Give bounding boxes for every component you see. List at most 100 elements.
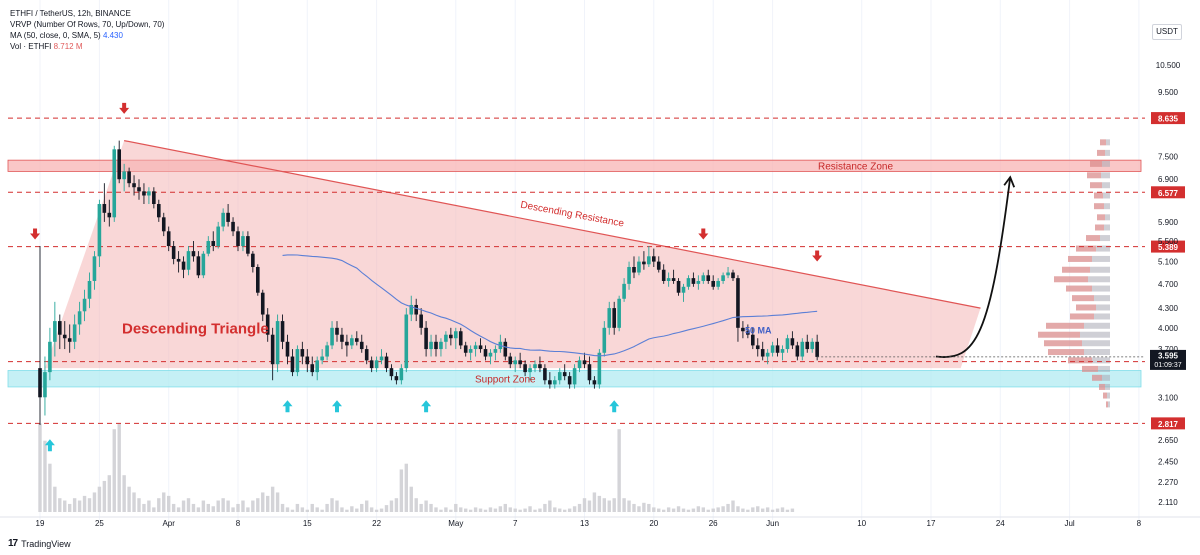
y-tick-label: 2.450 [1158,457,1179,466]
candle-body [97,204,102,257]
vrvp-line[interactable]: VRVP (Number Of Rows, 70, Up/Down, 70) [10,20,165,29]
y-tick-label: 9.500 [1158,88,1179,97]
level-tag [1151,240,1185,253]
volume-bar [434,507,438,512]
volume-bar [508,507,512,512]
volume-bar [548,500,552,512]
candle-body [384,356,389,369]
volume-bar [82,495,87,512]
volume-bar [454,503,458,512]
candle-body [335,327,339,335]
x-tick-label: 26 [709,519,718,528]
vrvp-up-bar [1105,214,1110,221]
volume-bar [558,508,562,512]
candle-body [186,251,191,270]
vrvp-up-bar [1096,245,1110,252]
vrvp-up-bar [1084,349,1110,356]
candle-body [548,380,552,385]
candle-body [543,368,547,381]
candle-body [147,191,151,196]
vrvp-down-bar [1086,235,1100,242]
candle-body [137,187,141,192]
volume-bar [597,495,602,512]
candle-body [652,256,656,262]
candle-body [562,372,567,377]
candle-body [107,212,112,218]
volume-bar [320,509,324,512]
candle-body [800,341,805,357]
candle-body [577,360,582,369]
volume-bar [360,503,364,512]
volume-bar [765,507,770,512]
volume-bar [473,507,478,512]
brand-label[interactable]: TradingView [21,538,71,549]
y-tick-label: 2.270 [1158,478,1179,487]
candle-body [622,283,626,299]
vol-line[interactable]: Vol · ETHFI 8.712 M [10,41,164,52]
vrvp-up-bar [1092,285,1110,292]
candle-body [483,349,488,357]
volume-bar [157,498,161,512]
vrvp-down-bar [1103,392,1107,399]
candle-body [246,236,250,254]
candle-body [310,364,315,373]
candle-body [359,341,364,350]
volume-bar [112,429,116,512]
price-axis: 10.500 9.500 7.500 6.900 5.900 5.500 5.100 4.70… [817,61,1186,507]
candle-body [429,341,433,350]
level-label: 6.577 [1158,189,1179,198]
vrvp-down-bar [1106,401,1108,408]
level-label: 8.635 [1158,115,1179,124]
candle-body [409,304,414,315]
volume-bar [176,507,181,512]
x-tick-label: 8 [236,519,241,528]
candle-body [265,314,270,335]
x-tick-label: 22 [372,519,381,528]
candle-body [513,360,517,365]
candle-body [325,345,329,357]
arrow-down-icon [30,228,41,240]
candle-body [201,253,206,276]
vrvp-up-bar [1107,392,1110,399]
candle-body [256,267,260,293]
candle-body [236,231,240,247]
vrvp-up-bar [1096,304,1110,311]
volume-bar [365,500,369,512]
x-tick-label: Jul [1064,519,1074,528]
volume-bar [488,507,493,512]
candle-body [374,360,379,369]
vrvp-down-bar [1097,214,1105,221]
candle-body [117,149,121,180]
volume-bar [523,508,527,512]
currency-button[interactable]: USDT [1152,24,1182,40]
volume-bar [761,508,765,512]
volume-bar [280,503,285,512]
candle-body [681,286,686,293]
volume-bar [736,506,740,512]
candle-body [77,311,82,325]
candle-body [503,341,508,357]
annotation-label: 50 MA [745,325,772,335]
annotation-label: Support Zone [475,375,536,386]
vrvp-up-bar [1098,365,1110,372]
tradingview-logo-icon[interactable]: 17 [8,538,18,549]
candle-body [458,331,463,346]
y-tick-label: 5.900 [1158,218,1179,227]
volume-bar [87,498,92,512]
volume-bar [236,503,240,512]
symbol-line[interactable]: ETHFI / TetherUS, 12h, BINANCE [10,9,131,18]
vrvp-down-bar [1090,182,1102,189]
footer: 17 TradingView [8,538,71,549]
y-tick-label: 5.500 [1158,237,1179,246]
vrvp-down-bar [1099,383,1105,390]
candle-body [280,321,285,342]
candle-body [701,275,706,281]
current-price-label: 3.595 [1158,351,1179,360]
candle-body [661,269,666,281]
vrvp-up-bar [1088,276,1110,283]
ma-line[interactable]: MA (50, close, 0, SMA, 5) 4.430 [10,30,164,41]
candles [38,140,819,426]
volume-bar [567,508,572,512]
volume-bar [399,469,404,512]
